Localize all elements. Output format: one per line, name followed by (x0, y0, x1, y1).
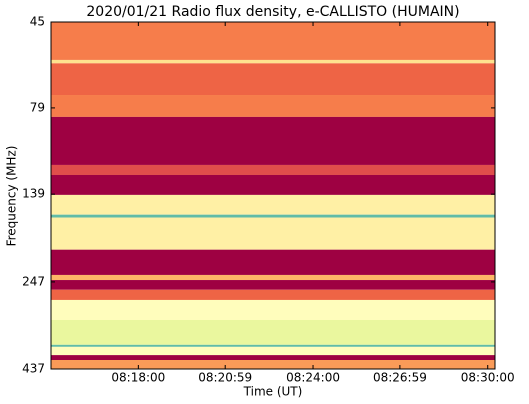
plot-area (51, 22, 495, 369)
spectrum-band (51, 174, 495, 195)
spectrum-band (51, 249, 495, 275)
y-axis-label: Frequency (MHz) (5, 146, 19, 247)
spectrum-band (51, 274, 495, 281)
spectrum-band (51, 214, 495, 218)
x-tick-label: 08:26:59 (373, 371, 427, 385)
spectrum-band (51, 116, 495, 165)
spectrum-band (51, 344, 495, 347)
spectrum-band (51, 355, 495, 361)
x-tick-label: 08:20:59 (198, 371, 252, 385)
spectrum-band (51, 289, 495, 300)
spectrum-band (51, 299, 495, 320)
y-tick-label: 139 (22, 187, 45, 201)
spectrum-band (51, 63, 495, 96)
x-axis-label: Time (UT) (243, 385, 303, 399)
plot-frame (50, 21, 496, 370)
y-tick-label: 79 (30, 100, 45, 114)
spectrum-band (51, 95, 495, 117)
spectrum-band (51, 164, 495, 175)
spectrum-band (51, 346, 495, 356)
spectrum-band (51, 280, 495, 290)
spectrum-band (51, 319, 495, 345)
x-tick-label: 08:24:00 (286, 371, 340, 385)
y-tick-label: 247 (22, 274, 45, 288)
spectrum-band (51, 59, 495, 64)
spectrum-band (51, 194, 495, 215)
x-tick-label: 08:18:00 (111, 371, 165, 385)
spectrum-band (51, 360, 495, 369)
spectrum-band (51, 217, 495, 250)
chart-title: 2020/01/21 Radio flux density, e-CALLIST… (86, 4, 459, 20)
x-tick-label: 08:30:00 (461, 371, 515, 385)
y-tick-label: 45 (30, 15, 45, 29)
spectrum-band (51, 22, 495, 60)
y-tick-label: 437 (22, 362, 45, 376)
